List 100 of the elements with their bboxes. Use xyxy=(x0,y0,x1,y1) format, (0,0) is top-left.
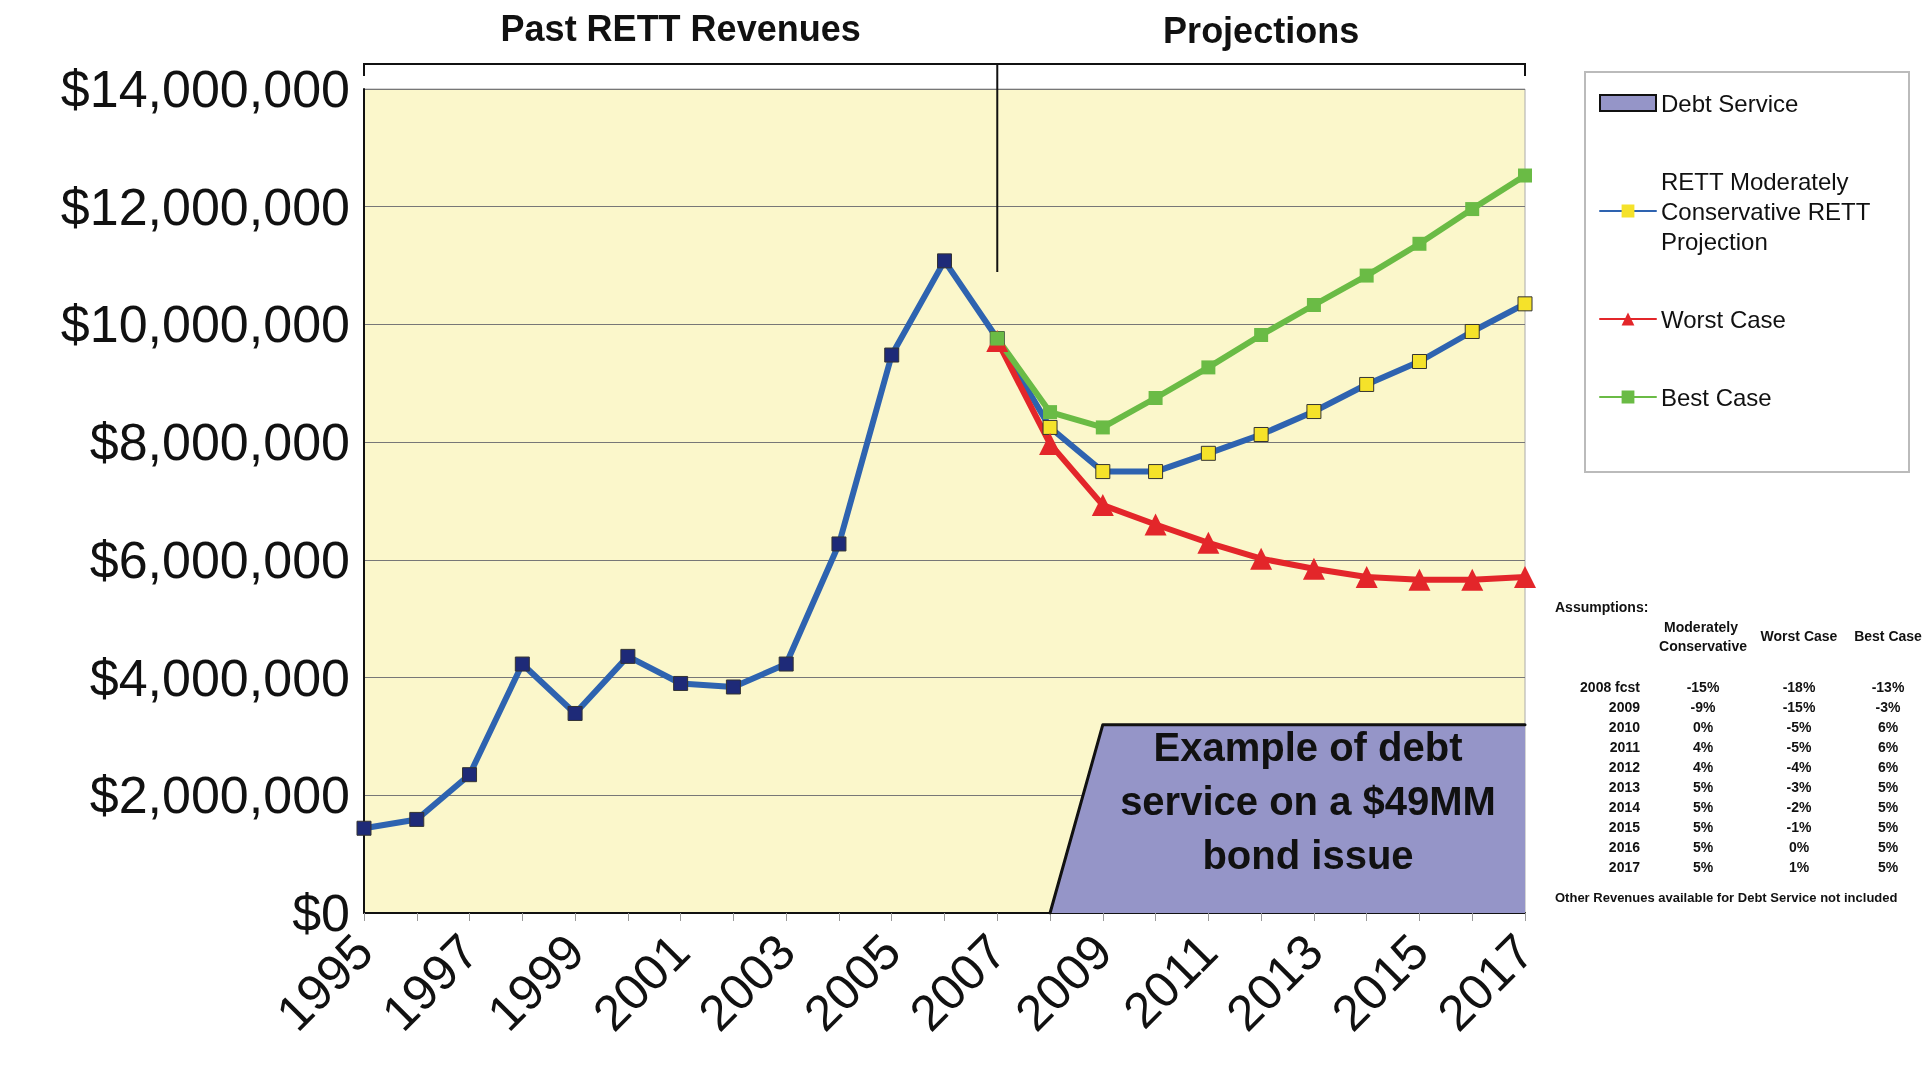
text: 2011 xyxy=(1609,739,1641,755)
text: 5% xyxy=(1692,779,1714,795)
text: 0% xyxy=(1788,839,1810,855)
annotation: Example of debt service on a $49MM bond issue xyxy=(1119,724,1497,879)
y-tick-label: $6,000,000 xyxy=(89,530,350,589)
point xyxy=(1355,565,1378,588)
text: -18% xyxy=(1782,679,1816,695)
text: -15% xyxy=(1782,699,1816,715)
point xyxy=(356,820,372,836)
point xyxy=(673,675,689,691)
text: -3% xyxy=(1875,699,1901,715)
point xyxy=(1412,236,1427,251)
text: Assumptions: xyxy=(1555,599,1649,615)
point xyxy=(1250,547,1273,570)
point xyxy=(620,648,636,664)
text: 2015 xyxy=(1608,819,1641,835)
text: 2010 xyxy=(1608,719,1641,735)
point xyxy=(409,811,425,827)
point xyxy=(1359,376,1375,392)
point xyxy=(1039,432,1062,455)
text: 5% xyxy=(1692,799,1714,815)
point xyxy=(1095,464,1111,480)
text: -5% xyxy=(1786,719,1812,735)
legend-label: RETT Moderately Conservative RETT Projection xyxy=(1661,167,1877,255)
text: Projections xyxy=(1163,9,1360,51)
text: 2008 fcst xyxy=(1580,679,1641,695)
text: 5% xyxy=(1692,839,1714,855)
point xyxy=(1517,296,1533,312)
legend-label: Best Case xyxy=(1661,383,1772,411)
point xyxy=(1201,360,1216,375)
text: -15% xyxy=(1686,679,1720,695)
point xyxy=(1254,328,1269,343)
point xyxy=(1359,268,1374,283)
text: 1% xyxy=(1788,859,1810,875)
point xyxy=(937,253,952,269)
point xyxy=(884,347,900,363)
point xyxy=(1302,557,1325,580)
point xyxy=(1461,568,1484,591)
text: -1% xyxy=(1786,819,1812,835)
text: 5% xyxy=(1877,859,1899,875)
text: -3% xyxy=(1786,779,1812,795)
text: 6% xyxy=(1877,759,1899,775)
text: -5% xyxy=(1786,739,1812,755)
text: 5% xyxy=(1877,779,1899,795)
point xyxy=(1144,513,1167,536)
text: Worst Case xyxy=(1760,628,1838,644)
text: 2016 xyxy=(1608,839,1641,855)
text: 2012 xyxy=(1608,759,1641,775)
y-tick-label: $8,000,000 xyxy=(89,413,350,472)
text: 2009 xyxy=(1608,699,1641,715)
y-tick-label: $12,000,000 xyxy=(60,177,350,236)
y-tick-label: $10,000,000 xyxy=(60,295,350,354)
text: Best Case xyxy=(1854,628,1923,644)
point xyxy=(1200,445,1216,461)
point xyxy=(514,656,530,672)
text: -13% xyxy=(1871,679,1905,695)
text: 6% xyxy=(1877,719,1899,735)
legend-label: Debt Service xyxy=(1661,89,1799,117)
y-tick-label: $2,000,000 xyxy=(89,766,350,825)
text: 2017 xyxy=(1608,859,1641,875)
point xyxy=(1253,426,1269,442)
point xyxy=(831,536,847,552)
y-tick-label: $14,000,000 xyxy=(60,60,350,118)
text: 2013 xyxy=(1608,779,1641,795)
point xyxy=(1518,168,1532,183)
text: -9% xyxy=(1690,699,1716,715)
point xyxy=(1042,419,1058,435)
point xyxy=(1197,531,1220,554)
text: Other Revenues available for Debt Service not included xyxy=(1555,889,1898,905)
text: Moderately Conservative xyxy=(1659,618,1748,654)
text: 0% xyxy=(1692,719,1714,735)
point xyxy=(1043,405,1058,420)
text: -2% xyxy=(1786,799,1812,815)
point xyxy=(1464,323,1480,339)
point xyxy=(1091,494,1114,517)
text: 4% xyxy=(1692,759,1714,775)
point xyxy=(1514,565,1536,588)
point xyxy=(778,656,794,672)
text: -4% xyxy=(1786,759,1812,775)
point xyxy=(567,705,583,721)
point xyxy=(1148,391,1163,405)
text: Past RETT Revenues xyxy=(500,7,861,49)
legend-label: Worst Case xyxy=(1661,305,1786,333)
point xyxy=(1465,202,1480,217)
point xyxy=(1306,298,1321,313)
text: 5% xyxy=(1877,799,1899,815)
y-tick-label: $4,000,000 xyxy=(89,648,350,707)
text: 5% xyxy=(1692,819,1714,835)
point xyxy=(1095,420,1110,435)
point xyxy=(1408,568,1431,591)
text: 6% xyxy=(1877,739,1899,755)
text: 5% xyxy=(1877,819,1899,835)
point xyxy=(1306,404,1322,420)
text: 5% xyxy=(1692,859,1714,875)
point xyxy=(1411,354,1427,370)
text: 2014 xyxy=(1608,799,1641,815)
point xyxy=(462,767,478,783)
point xyxy=(1148,464,1164,480)
text: 5% xyxy=(1877,839,1899,855)
point xyxy=(725,679,741,695)
